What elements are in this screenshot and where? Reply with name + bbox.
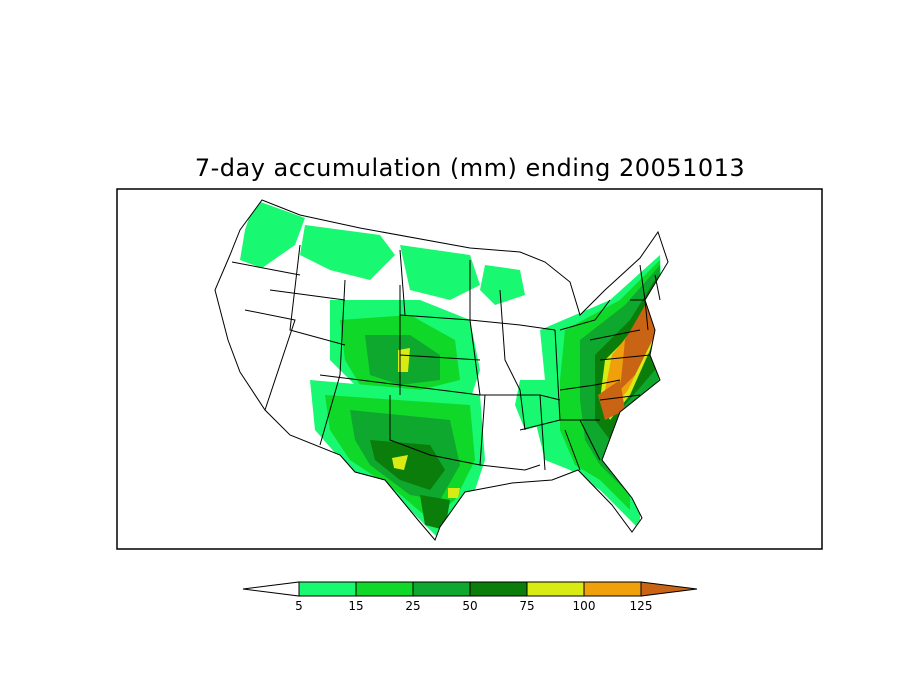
- color-bar-bin: [412, 581, 471, 597]
- color-bar-bin: [469, 581, 528, 597]
- color-bar-tick-label: 125: [630, 599, 653, 613]
- color-bar: 5 15 25 50 75 100 125: [242, 581, 698, 613]
- color-bar-bin: [583, 581, 642, 597]
- color-bar-tick-label: 15: [348, 599, 363, 613]
- color-bar-tick-label: 50: [462, 599, 477, 613]
- color-bar-tick-label: 100: [573, 599, 596, 613]
- color-bar-tick-label: 25: [405, 599, 420, 613]
- map-title: 7-day accumulation (mm) ending 20051013: [194, 154, 746, 182]
- color-bar-bin: [298, 581, 357, 597]
- color-bar-arrow-high: [640, 581, 698, 597]
- state-boundaries: [214, 199, 669, 541]
- color-bar-tick-label: 5: [295, 599, 303, 613]
- color-bar-arrow-low: [242, 581, 300, 597]
- color-bar-bin: [526, 581, 585, 597]
- color-bar-tick-label: 75: [519, 599, 534, 613]
- color-bar-bin: [355, 581, 414, 597]
